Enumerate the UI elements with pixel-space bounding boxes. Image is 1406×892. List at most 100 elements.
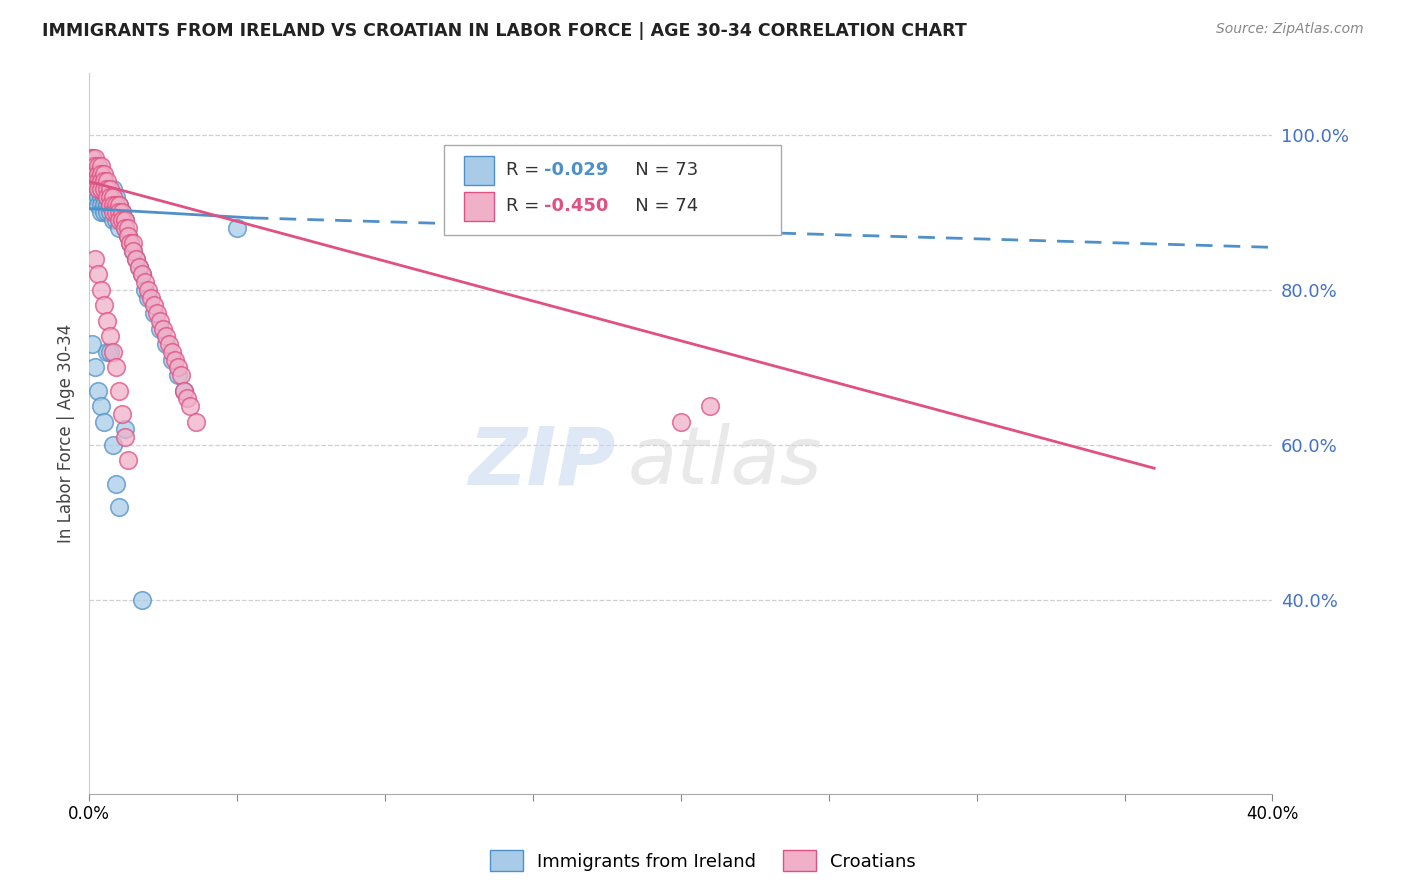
FancyBboxPatch shape bbox=[444, 145, 782, 235]
Point bbox=[107, 213, 129, 227]
Point bbox=[128, 260, 150, 274]
Point bbox=[131, 268, 153, 282]
Point bbox=[170, 368, 193, 383]
Point bbox=[114, 430, 136, 444]
Point bbox=[87, 167, 110, 181]
Point bbox=[87, 167, 110, 181]
Point bbox=[143, 298, 166, 312]
Point bbox=[176, 392, 198, 406]
Point bbox=[136, 291, 159, 305]
Text: IMMIGRANTS FROM IRELAND VS CROATIAN IN LABOR FORCE | AGE 30-34 CORRELATION CHART: IMMIGRANTS FROM IRELAND VS CROATIAN IN L… bbox=[42, 22, 967, 40]
Point bbox=[90, 399, 112, 413]
Point bbox=[84, 159, 107, 173]
Point bbox=[107, 384, 129, 398]
Point bbox=[104, 198, 127, 212]
Point bbox=[80, 159, 103, 173]
Point bbox=[101, 345, 124, 359]
Point bbox=[90, 167, 112, 181]
Point bbox=[179, 399, 201, 413]
Point bbox=[98, 198, 121, 212]
Point bbox=[84, 252, 107, 266]
Point bbox=[101, 190, 124, 204]
Point bbox=[146, 306, 169, 320]
Y-axis label: In Labor Force | Age 30-34: In Labor Force | Age 30-34 bbox=[58, 324, 75, 543]
Point bbox=[149, 322, 172, 336]
Point bbox=[117, 228, 139, 243]
Text: ZIP: ZIP bbox=[468, 423, 616, 501]
Point bbox=[143, 306, 166, 320]
Point bbox=[84, 360, 107, 375]
Point bbox=[80, 337, 103, 351]
Point bbox=[98, 345, 121, 359]
Point bbox=[90, 182, 112, 196]
Point bbox=[136, 283, 159, 297]
Point bbox=[131, 593, 153, 607]
Point bbox=[107, 198, 129, 212]
Point bbox=[80, 151, 103, 165]
Point bbox=[90, 159, 112, 173]
Point bbox=[84, 190, 107, 204]
Point bbox=[114, 213, 136, 227]
Point bbox=[87, 182, 110, 196]
Point bbox=[131, 268, 153, 282]
Point bbox=[90, 182, 112, 196]
Point bbox=[80, 167, 103, 181]
Point bbox=[101, 198, 124, 212]
Point bbox=[152, 322, 174, 336]
Point bbox=[128, 260, 150, 274]
Point bbox=[107, 198, 129, 212]
Point bbox=[84, 167, 107, 181]
Point bbox=[104, 190, 127, 204]
Point bbox=[87, 159, 110, 173]
Text: R =: R = bbox=[506, 197, 544, 215]
Point bbox=[84, 182, 107, 196]
Text: -0.029: -0.029 bbox=[544, 161, 607, 179]
Point bbox=[173, 384, 195, 398]
Point bbox=[87, 268, 110, 282]
Text: R =: R = bbox=[506, 161, 544, 179]
Text: N = 74: N = 74 bbox=[619, 197, 699, 215]
Point bbox=[93, 205, 115, 219]
Point bbox=[122, 244, 145, 259]
Point bbox=[101, 213, 124, 227]
Legend: Immigrants from Ireland, Croatians: Immigrants from Ireland, Croatians bbox=[482, 843, 924, 879]
Point bbox=[90, 283, 112, 297]
Point bbox=[101, 198, 124, 212]
Point bbox=[107, 500, 129, 514]
Point bbox=[96, 182, 118, 196]
FancyBboxPatch shape bbox=[464, 192, 494, 220]
Point bbox=[87, 174, 110, 188]
Point bbox=[93, 190, 115, 204]
Point bbox=[90, 205, 112, 219]
Point bbox=[90, 167, 112, 181]
Point bbox=[141, 291, 163, 305]
Point bbox=[96, 345, 118, 359]
Point bbox=[96, 198, 118, 212]
Point bbox=[120, 236, 142, 251]
Point bbox=[122, 236, 145, 251]
Point bbox=[84, 174, 107, 188]
Point bbox=[699, 399, 721, 413]
Point bbox=[110, 213, 132, 227]
Point bbox=[166, 360, 188, 375]
Point bbox=[87, 182, 110, 196]
Point bbox=[87, 174, 110, 188]
Point bbox=[90, 198, 112, 212]
Point bbox=[90, 174, 112, 188]
Point bbox=[110, 407, 132, 421]
Point bbox=[125, 252, 148, 266]
Point bbox=[96, 314, 118, 328]
Point bbox=[104, 213, 127, 227]
Point bbox=[96, 182, 118, 196]
Point bbox=[134, 275, 156, 289]
Point bbox=[93, 182, 115, 196]
Point bbox=[96, 190, 118, 204]
Point bbox=[166, 368, 188, 383]
Point bbox=[101, 205, 124, 219]
Point bbox=[84, 167, 107, 181]
Text: N = 73: N = 73 bbox=[619, 161, 699, 179]
Point bbox=[98, 190, 121, 204]
Point bbox=[87, 384, 110, 398]
Text: atlas: atlas bbox=[627, 423, 823, 501]
Point bbox=[107, 205, 129, 219]
